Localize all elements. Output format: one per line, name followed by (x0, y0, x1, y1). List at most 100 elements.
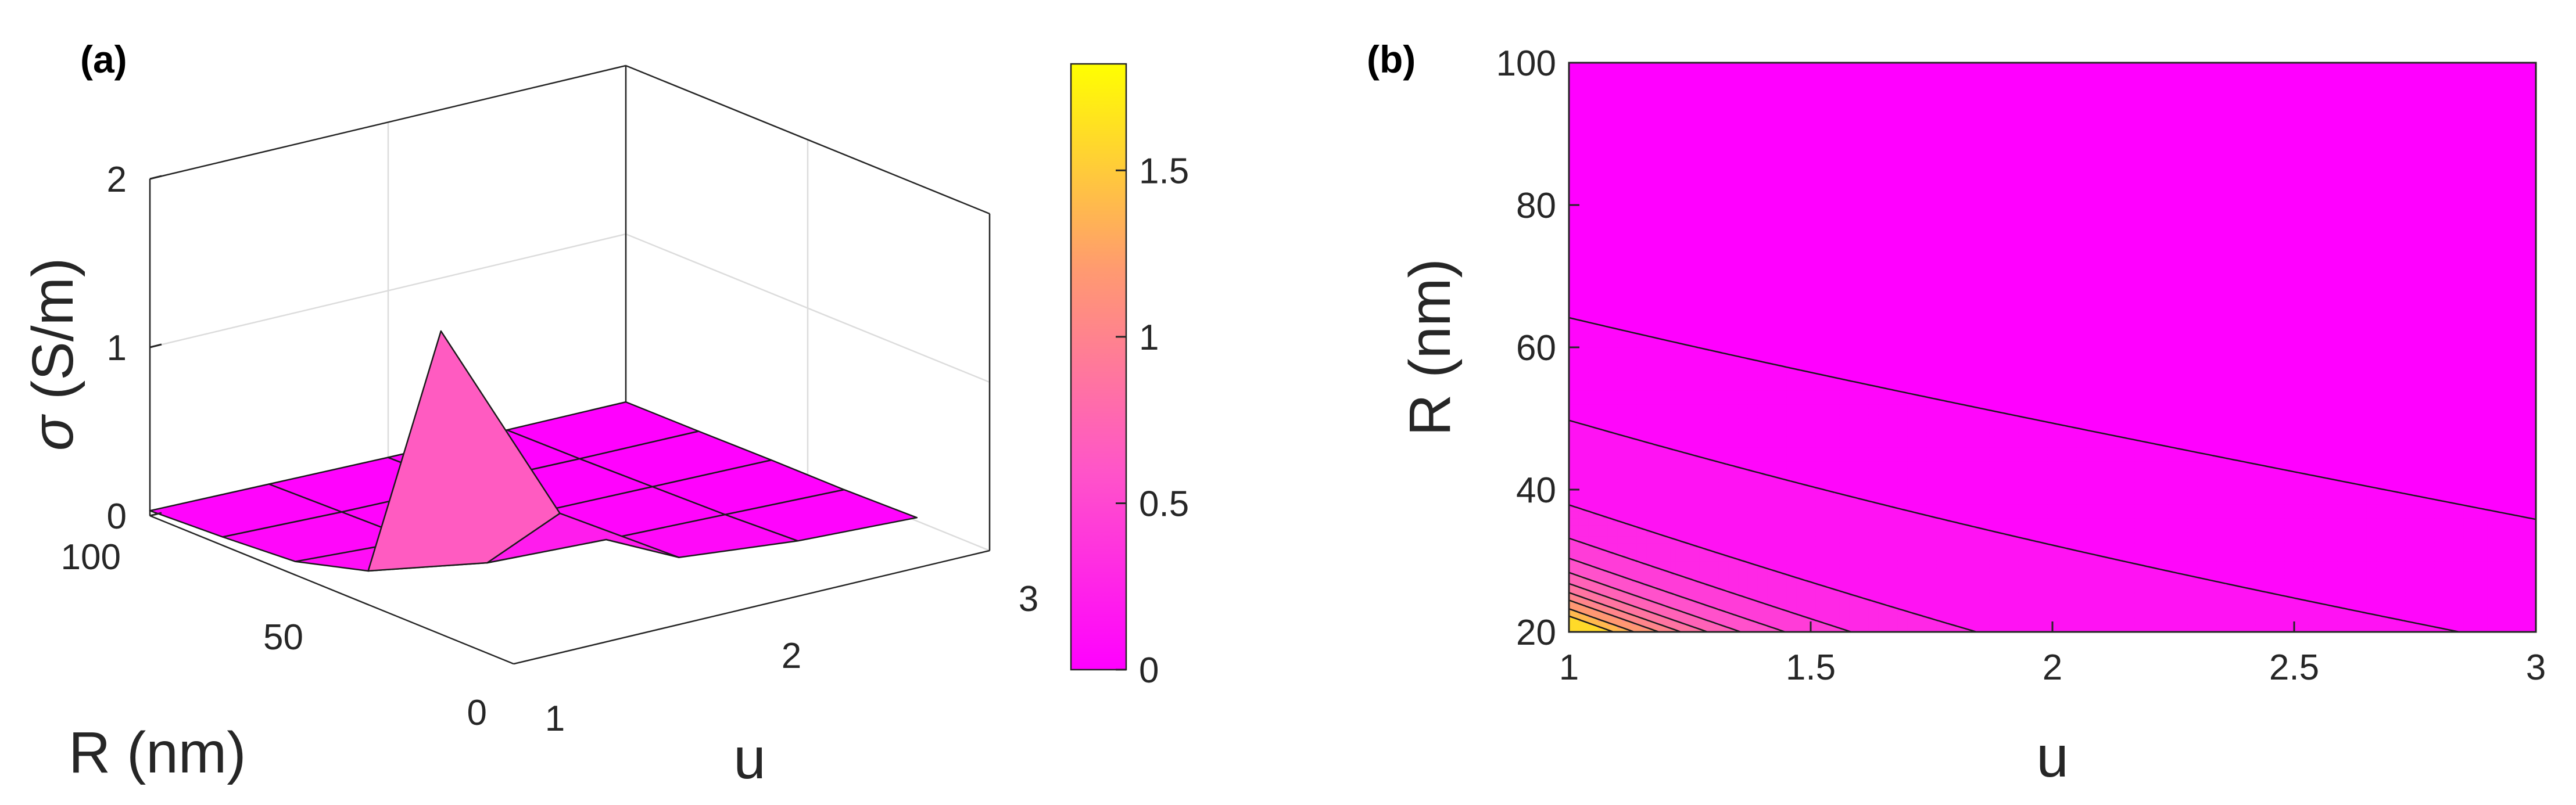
contour-cell (1849, 507, 1855, 512)
contour-cell (1656, 457, 1661, 462)
contour-cell (1699, 433, 1705, 437)
contour-cell (1844, 567, 1850, 572)
contour-cell (1569, 372, 1574, 376)
contour-cell (1811, 547, 1816, 551)
contour-cell (1714, 454, 1719, 458)
contour-cell (1738, 400, 1744, 405)
contour-cell (1753, 372, 1758, 376)
contour-cell (1622, 472, 1628, 476)
contour-cell (1854, 536, 1860, 540)
contour-cell (1864, 465, 1869, 469)
contour-cell (1868, 525, 1874, 529)
contour-cell (1733, 482, 1739, 487)
contour-cell (1709, 465, 1715, 469)
contour-cell (1767, 589, 1773, 594)
contour-cell (1607, 482, 1613, 487)
contour-cell (1801, 547, 1807, 551)
contour-cell (1661, 390, 1666, 394)
contour-cell (1641, 379, 1647, 383)
contour-cell (1757, 624, 1763, 629)
contour-cell (1675, 447, 1681, 451)
contour-cell (1738, 532, 1744, 537)
contour-cell (1603, 500, 1608, 505)
contour-cell (1569, 383, 1574, 387)
contour-cell (1636, 372, 1642, 376)
contour-cell (1690, 529, 1695, 533)
contour-cell (1786, 404, 1792, 408)
contour-cell (1607, 447, 1613, 451)
contour-cell (1597, 511, 1603, 515)
contour-cell (1762, 578, 1768, 583)
contour-cell (1772, 479, 1778, 483)
contour-cell (1675, 425, 1681, 430)
contour-cell (1665, 422, 1671, 426)
contour-cell (1704, 547, 1710, 551)
contour-cell (1617, 443, 1623, 448)
contour-cell (1665, 482, 1671, 487)
contour-cell (1738, 500, 1744, 505)
contour-cell (1811, 542, 1816, 547)
contour-cell (1597, 507, 1603, 512)
contour-cell (1661, 472, 1666, 476)
contour-cell (1714, 493, 1719, 497)
contour-cell (1578, 617, 1584, 622)
contour-cell (1603, 578, 1608, 583)
contour-cell (1839, 425, 1845, 430)
contour-cell (1772, 525, 1778, 529)
contour-cell (1791, 624, 1797, 629)
contour-cell (1612, 621, 1618, 626)
contour-cell (1801, 490, 1807, 494)
contour-cell (1651, 575, 1657, 579)
contour-cell (1854, 525, 1860, 529)
contour-cell (1757, 436, 1763, 440)
contour-cell (1641, 383, 1647, 387)
contour-cell (1762, 599, 1768, 604)
contour-cell (1743, 400, 1749, 405)
contour-cell (1651, 589, 1657, 594)
contour-cell (1646, 365, 1652, 369)
contour-cell (1646, 614, 1652, 619)
contour-cell (1665, 397, 1671, 401)
contour-cell (1820, 532, 1826, 537)
contour-cell (1762, 617, 1768, 622)
contour-cell (1868, 575, 1874, 579)
contour-cell (1569, 532, 1574, 537)
contour-cell (1583, 557, 1589, 562)
contour-cell (1574, 475, 1579, 480)
contour-cell (1622, 429, 1628, 433)
contour-cell (1815, 504, 1821, 508)
contour-cell (1665, 454, 1671, 458)
contour-cell (1718, 404, 1724, 408)
contour-cell (1839, 575, 1845, 579)
contour-cell (1617, 457, 1623, 462)
contour-cell (1757, 361, 1763, 366)
contour-cell (1820, 493, 1826, 497)
contour-cell (1738, 486, 1744, 490)
contour-cell (1588, 547, 1594, 551)
contour-cell (1849, 390, 1855, 394)
contour-cell (1839, 617, 1845, 622)
contour-cell (1728, 422, 1734, 426)
contour-cell (1709, 361, 1715, 366)
contour-cell (1782, 575, 1787, 579)
contour-cell (1811, 408, 1816, 412)
contour-cell (1665, 511, 1671, 515)
contour-cell (1636, 393, 1642, 398)
contour-cell (1651, 443, 1657, 448)
contour-cell (1569, 525, 1574, 529)
contour-cell (1835, 617, 1840, 622)
contour-cell (1815, 443, 1821, 448)
contour-cell (1724, 621, 1729, 626)
contour-cell (1757, 397, 1763, 401)
contour-cell (1603, 486, 1608, 490)
contour-cell (1762, 500, 1768, 505)
contour-cell (1588, 329, 1594, 334)
contour-cell (1772, 450, 1778, 455)
contour-cell (1636, 547, 1642, 551)
contour-cell (1747, 443, 1753, 448)
contour-cell (1718, 372, 1724, 376)
contour-cell (1830, 539, 1836, 544)
contour-cell (1772, 532, 1778, 537)
contour-cell (1597, 347, 1603, 351)
contour-cell (1612, 440, 1618, 444)
